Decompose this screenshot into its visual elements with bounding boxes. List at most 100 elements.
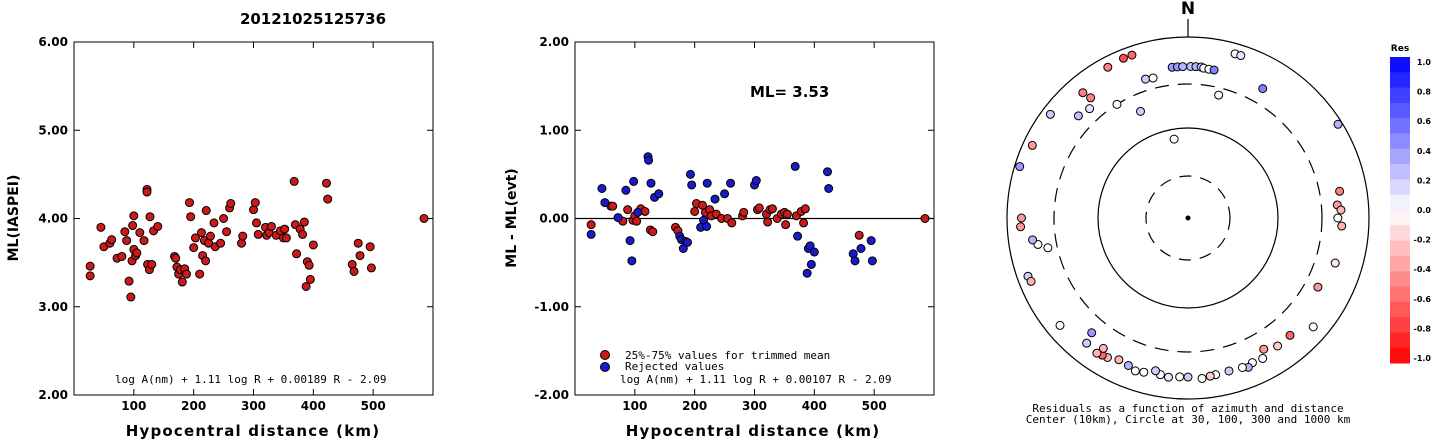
residual-point-27 xyxy=(1273,341,1283,351)
colorbar-cell-1 xyxy=(1390,72,1410,89)
colorbar-cell-2 xyxy=(1390,87,1410,104)
data-point-1-0-35 xyxy=(181,269,191,279)
residual-point-2 xyxy=(1178,62,1188,72)
data-point-1-0-59 xyxy=(251,218,261,228)
legend-label-rejected: Rejected values xyxy=(625,360,724,373)
y-tick-label-2-1: -1.00 xyxy=(534,300,569,314)
data-point-1-0-60 xyxy=(253,229,263,239)
residual-point-23 xyxy=(1330,258,1340,268)
colorbar-tick-5: 0.0 xyxy=(1417,206,1432,215)
data-points-3 xyxy=(1015,49,1347,383)
residual-point-66 xyxy=(1127,50,1137,60)
figure-title: 20121025125736 xyxy=(240,10,386,28)
y-tick-label-2-4: 2.00 xyxy=(539,35,569,49)
data-point-1-0-8 xyxy=(120,227,130,237)
y-tick-label-1-3: 5.00 xyxy=(38,123,68,137)
colorbar-cell-7 xyxy=(1390,164,1410,180)
data-point-1-0-51 xyxy=(219,214,229,223)
data-point-1-0-79 xyxy=(305,274,315,284)
data-point-1-0-50 xyxy=(216,238,226,248)
colorbar: Res 1.0 0.8 0.6 0.4 0.2 0.0 -0.2 -0.4 -0.6 -0.8 -1… xyxy=(1390,44,1431,364)
residual-point-65 xyxy=(1118,53,1128,63)
data-point-2-0-39 xyxy=(799,218,809,228)
residual-point-26 xyxy=(1285,330,1295,340)
data-point-2-1-40 xyxy=(850,256,860,266)
plot-frame-1 xyxy=(73,41,434,396)
data-point-2-0-35 xyxy=(781,220,791,230)
data-point-2-1-19 xyxy=(685,169,695,179)
data-point-1-0-19 xyxy=(139,236,149,246)
residual-point-12 xyxy=(1169,134,1179,144)
residual-point-22 xyxy=(1337,221,1347,231)
colorbar-cell-17 xyxy=(1390,317,1410,333)
data-point-1-0-81 xyxy=(321,178,331,188)
residual-point-68 xyxy=(1148,73,1158,83)
residual-point-29 xyxy=(1258,353,1268,363)
data-point-2-0-29 xyxy=(763,217,773,227)
data-point-2-1-27 xyxy=(726,178,736,188)
data-point-1-0-24 xyxy=(145,212,155,222)
data-point-1-0-84 xyxy=(349,266,359,276)
data-point-2-1-20 xyxy=(687,180,697,190)
residual-point-52 xyxy=(1055,320,1065,330)
residual-point-49 xyxy=(1082,338,1092,348)
residual-point-58 xyxy=(1016,222,1026,232)
polar-caption-line2: Center (10km), Circle at 30, 100, 300 an… xyxy=(1026,413,1351,426)
x-tick-label-1-2: 300 xyxy=(241,399,266,413)
data-point-1-0-87 xyxy=(365,242,375,252)
data-point-2-1-6 xyxy=(627,256,637,266)
data-point-2-1-1 xyxy=(597,183,607,193)
colorbar-tick-9: -0.8 xyxy=(1414,324,1432,333)
x-axis-label-2: Hypocentral distance (km) xyxy=(626,422,881,440)
residual-point-50 xyxy=(1098,343,1108,353)
data-point-2-0-41 xyxy=(854,230,864,240)
data-point-1-0-33 xyxy=(177,277,187,287)
colorbar-cell-5 xyxy=(1390,133,1410,150)
residual-point-42 xyxy=(1139,367,1149,377)
residual-point-24 xyxy=(1313,282,1323,292)
residual-point-32 xyxy=(1237,362,1247,372)
residual-point-59 xyxy=(1016,213,1026,223)
data-point-2-1-31 xyxy=(793,231,803,241)
residual-point-16 xyxy=(1258,84,1268,94)
data-point-2-1-42 xyxy=(866,236,876,246)
y-tick-label-1-4: 6.00 xyxy=(38,35,68,49)
y-tick-label-2-3: 1.00 xyxy=(539,123,569,137)
residual-point-25 xyxy=(1308,322,1318,332)
data-point-2-1-30 xyxy=(790,161,800,171)
data-point-1-0-39 xyxy=(190,233,200,243)
residual-point-70 xyxy=(1085,104,1095,114)
data-point-1-0-5 xyxy=(107,235,117,245)
residual-point-69 xyxy=(1086,93,1096,103)
data-point-2-1-26 xyxy=(720,189,730,199)
data-point-1-0-48 xyxy=(209,218,219,228)
data-point-2-0-7 xyxy=(632,216,642,226)
residual-point-33 xyxy=(1224,366,1234,376)
colorbar-cell-8 xyxy=(1390,179,1410,196)
data-point-2-1-32 xyxy=(802,268,812,278)
data-point-1-0-27 xyxy=(153,221,163,231)
data-point-1-0-2 xyxy=(96,222,106,232)
data-point-1-0-58 xyxy=(250,198,260,208)
data-point-2-0-11 xyxy=(648,227,658,237)
data-point-1-0-17 xyxy=(132,248,142,258)
y-tick-label-1-2: 4.00 xyxy=(38,212,68,226)
ml-annotation: ML= 3.53 xyxy=(750,83,829,101)
y-tick-label-1-1: 3.00 xyxy=(38,300,68,314)
colorbar-labels: 1.0 0.8 0.6 0.4 0.2 0.0 -0.2 -0.4 -0.6 -0.8 -1.0 xyxy=(1414,58,1432,363)
circle-30km xyxy=(1145,175,1231,261)
data-point-1-0-86 xyxy=(355,251,365,261)
data-point-2-1-43 xyxy=(867,256,877,266)
colorbar-tick-7: -0.4 xyxy=(1414,265,1432,274)
data-point-1-0-88 xyxy=(366,263,376,273)
residual-point-8 xyxy=(1209,65,1219,75)
residual-point-36 xyxy=(1197,373,1207,383)
data-point-2-1-25 xyxy=(710,194,720,204)
y-tick-label-2-0: -2.00 xyxy=(534,388,569,402)
polar-caption-line1: Residuals as a function of azimuth and d… xyxy=(1032,402,1343,415)
residual-point-51 xyxy=(1087,328,1097,338)
residual-point-64 xyxy=(1103,62,1113,72)
center-point xyxy=(1185,215,1191,221)
data-points-1 xyxy=(85,176,429,302)
